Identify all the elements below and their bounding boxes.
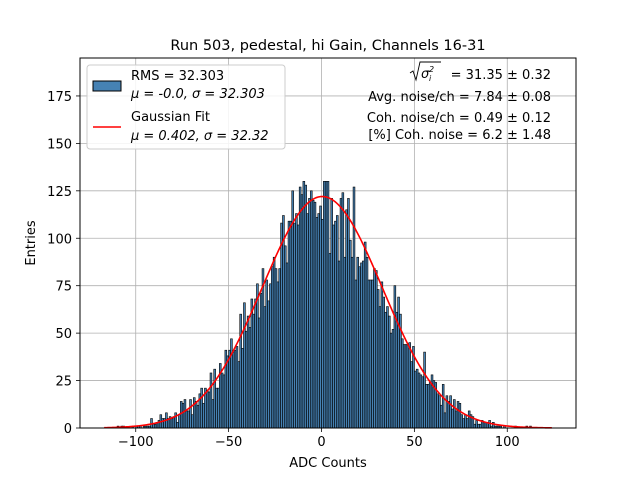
svg-text:σ: σ [421, 67, 430, 82]
legend: RMS = 32.303 μ = -0.0, σ = 32.303 Gaussi… [86, 64, 286, 150]
y-tick-label: 75 [55, 280, 72, 295]
sqrt-sigma-value: = 31.35 ± 0.32 [451, 68, 551, 83]
svg-text:i: i [429, 74, 432, 83]
x-axis-label: ADC Counts [289, 456, 367, 471]
coh-noise-text: Coh. noise/ch = 0.49 ± 0.12 [367, 111, 551, 126]
pct-coh-noise-text: [%] Coh. noise = 6.2 ± 1.48 [368, 128, 551, 143]
y-tick-label: 175 [47, 90, 72, 105]
x-tick-label: −50 [215, 435, 242, 450]
histogram-bars [116, 181, 532, 429]
y-tick-label: 125 [47, 185, 72, 200]
chart-title: Run 503, pedestal, hi Gain, Channels 16-… [170, 38, 485, 54]
legend-fit-stats: μ = 0.402, σ = 32.32 [130, 129, 269, 144]
y-axis-label: Entries [24, 220, 39, 266]
svg-text:2: 2 [429, 65, 434, 74]
x-tick-label: 0 [317, 435, 325, 450]
sqrt-sigma-symbol: σ 2 i [409, 61, 441, 83]
legend-fit-label: Gaussian Fit [131, 110, 210, 125]
x-tick-label: 100 [495, 435, 520, 450]
y-tick-label: 50 [55, 327, 72, 342]
x-axis-ticks: −100 −50 0 50 100 [118, 428, 520, 450]
y-tick-label: 0 [64, 422, 72, 437]
noise-annotations: σ 2 i = 31.35 ± 0.32 Avg. noise/ch = 7.8… [367, 61, 551, 143]
gaussian-fit-curve [104, 195, 552, 429]
legend-hist-label: RMS = 32.303 [131, 69, 224, 84]
legend-hist-swatch [92, 80, 122, 92]
y-axis-ticks: 0 25 50 75 100 125 150 175 [47, 90, 80, 437]
avg-noise-text: Avg. noise/ch = 7.84 ± 0.08 [368, 90, 551, 105]
y-tick-label: 100 [47, 232, 72, 247]
legend-box [86, 64, 286, 150]
plot-frame [79, 57, 577, 429]
x-tick-label: 50 [406, 435, 423, 450]
legend-hist-stats: μ = -0.0, σ = 32.303 [130, 87, 265, 102]
y-tick-label: 150 [47, 137, 72, 152]
x-tick-label: −100 [118, 435, 154, 450]
y-tick-label: 25 [55, 375, 72, 390]
